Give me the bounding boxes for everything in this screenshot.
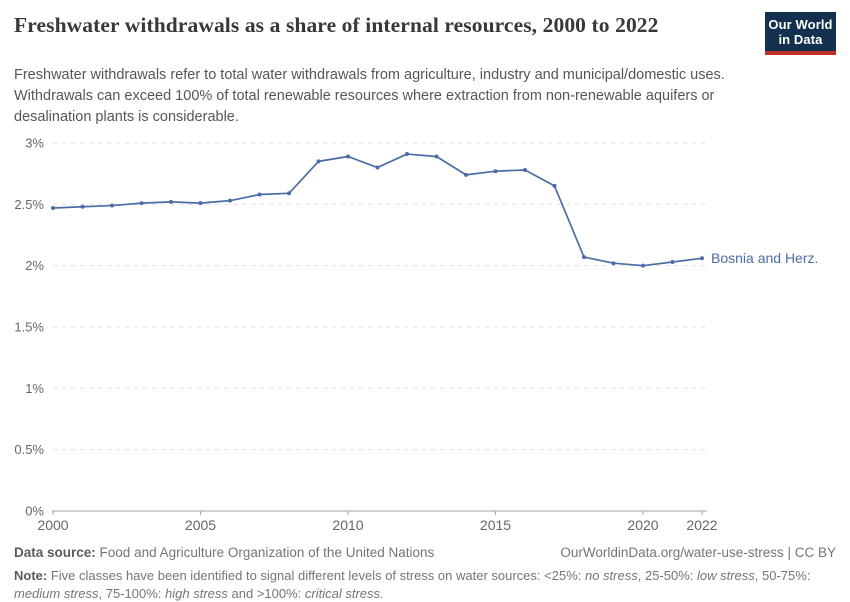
data-point [169, 199, 173, 204]
data-point [700, 256, 704, 261]
data-point [228, 198, 232, 203]
data-point [198, 201, 203, 206]
data-point [316, 159, 321, 164]
data-point [346, 154, 350, 159]
data-point [582, 255, 586, 260]
x-tick-label: 2005 [185, 517, 216, 533]
data-point [139, 201, 144, 206]
data-point [641, 263, 645, 268]
line-chart: 0% 0.5% 1% 1.5% 2% 2.5% 3% 2000 2005 2010 2015 2020… [0, 130, 850, 540]
x-tick-label: 2015 [480, 517, 511, 533]
note-label: Note: [14, 568, 48, 583]
x-tick-label: 2010 [332, 517, 363, 533]
x-tick-label: 2020 [627, 517, 658, 533]
x-tick-label: 2022 [686, 517, 717, 533]
line-chart-canvas: 0% 0.5% 1% 1.5% 2% 2.5% 3% 2000 2005 2010 2015 2020… [14, 136, 818, 534]
data-source-line: Data source: Food and Agriculture Organi… [14, 544, 434, 562]
series-line [52, 153, 703, 267]
owid-logo-text-line1: Our World [768, 17, 833, 32]
owid-logo-text-line2: in Data [778, 32, 823, 47]
y-tick-label: 1% [25, 381, 44, 396]
y-tick-label: 2% [25, 258, 44, 273]
chart-footer: Data source: Food and Agriculture Organi… [0, 540, 850, 602]
y-tick-label: 0% [25, 504, 44, 519]
data-point [110, 203, 114, 208]
data-point [51, 206, 55, 211]
data-point [493, 169, 498, 174]
note-text: Five classes have been identified to sig… [14, 568, 811, 601]
data-point [375, 165, 380, 170]
data-point [464, 172, 468, 177]
chart-subtitle: Freshwater withdrawals refer to total wa… [14, 67, 725, 125]
y-tick-label: 1.5% [14, 320, 44, 335]
data-point [405, 152, 409, 157]
series-entity-label: Bosnia and Herz. [711, 250, 818, 266]
x-tick-label: 2000 [37, 517, 68, 533]
data-point [552, 183, 557, 188]
citation-link[interactable]: OurWorldinData.org/water-use-stress | CC… [560, 545, 836, 560]
owid-logo: Our World in Data [765, 12, 836, 55]
data-source-label: Data source: [14, 545, 96, 560]
data-point [670, 259, 675, 264]
page-title: Freshwater withdrawals as a share of int… [14, 13, 659, 37]
data-point [287, 191, 291, 196]
note-line: Note: Five classes have been identified … [14, 567, 836, 602]
data-point [80, 204, 85, 209]
data-point [523, 167, 527, 172]
data-point [611, 261, 616, 266]
data-source-text: Food and Agriculture Organization of the… [99, 545, 435, 560]
y-tick-label: 2.5% [14, 197, 44, 212]
data-point [257, 192, 262, 197]
y-tick-label: 0.5% [14, 442, 44, 457]
data-point [434, 154, 439, 159]
y-tick-label: 3% [25, 136, 44, 151]
chart-header: Freshwater withdrawals as a share of int… [0, 0, 850, 128]
